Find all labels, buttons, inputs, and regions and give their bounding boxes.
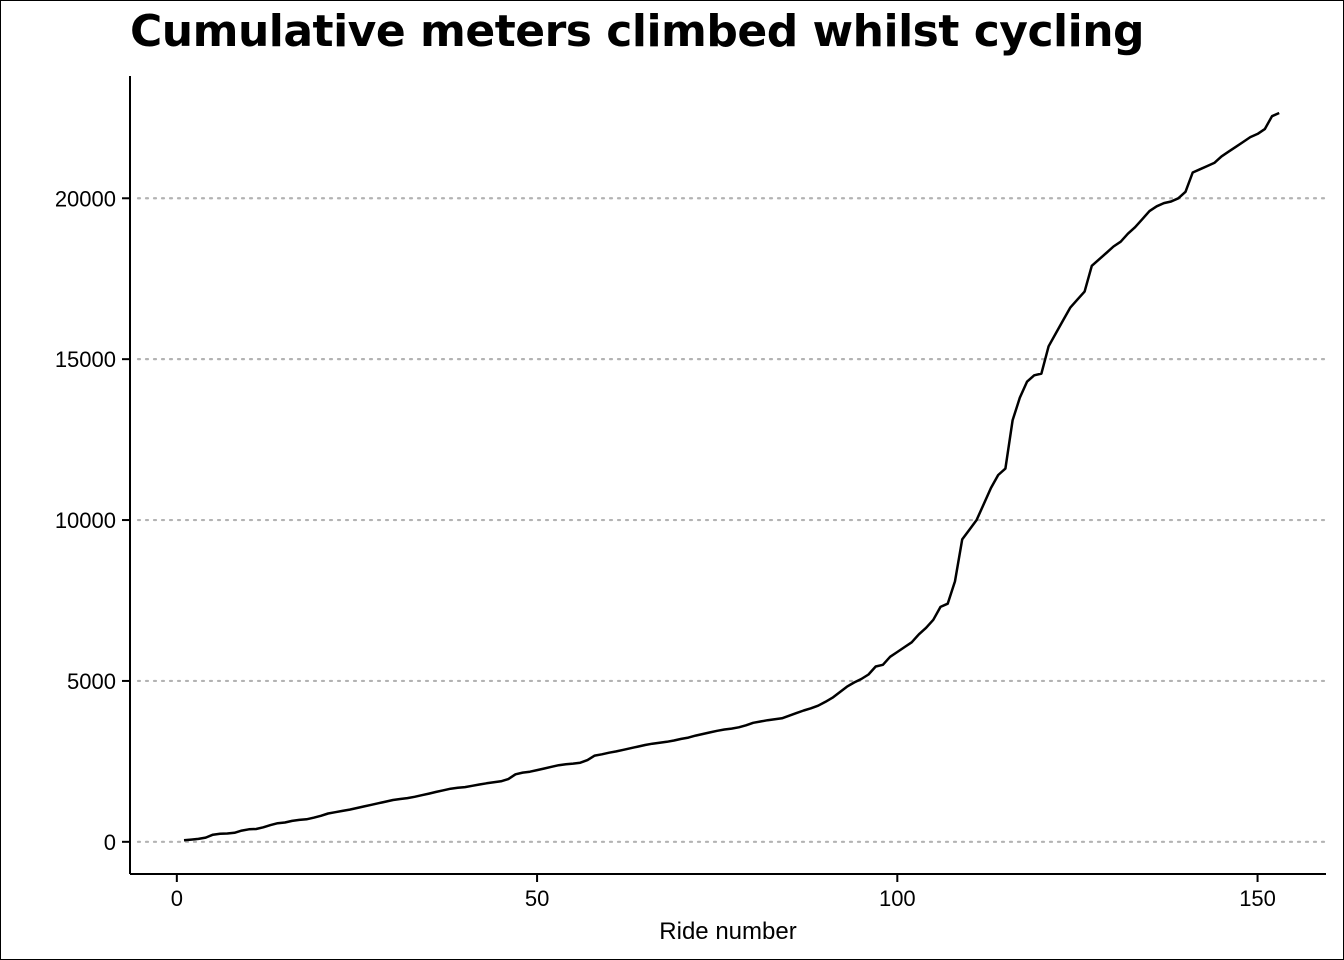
x-axis-ticks: 0 50 100 150 xyxy=(171,874,1276,911)
axes xyxy=(129,76,1326,875)
gridlines xyxy=(136,197,1328,843)
y-tick-label: 20000 xyxy=(55,186,116,211)
chart-title: Cumulative meters climbed whilst cycling xyxy=(130,6,1145,57)
x-tick-label: 50 xyxy=(525,886,549,911)
y-axis-ticks: 0 5000 10000 15000 20000 xyxy=(55,186,130,855)
x-tick-label: 100 xyxy=(879,886,916,911)
x-axis-title: Ride number xyxy=(659,918,796,945)
y-tick-label: 15000 xyxy=(55,347,116,372)
y-tick-label: 5000 xyxy=(67,669,116,694)
x-tick-label: 150 xyxy=(1239,886,1276,911)
series-line-cumulative-meters xyxy=(183,111,1280,842)
y-tick-label: 0 xyxy=(104,830,116,855)
x-tick-label: 0 xyxy=(171,886,183,911)
y-tick-label: 10000 xyxy=(55,508,116,533)
